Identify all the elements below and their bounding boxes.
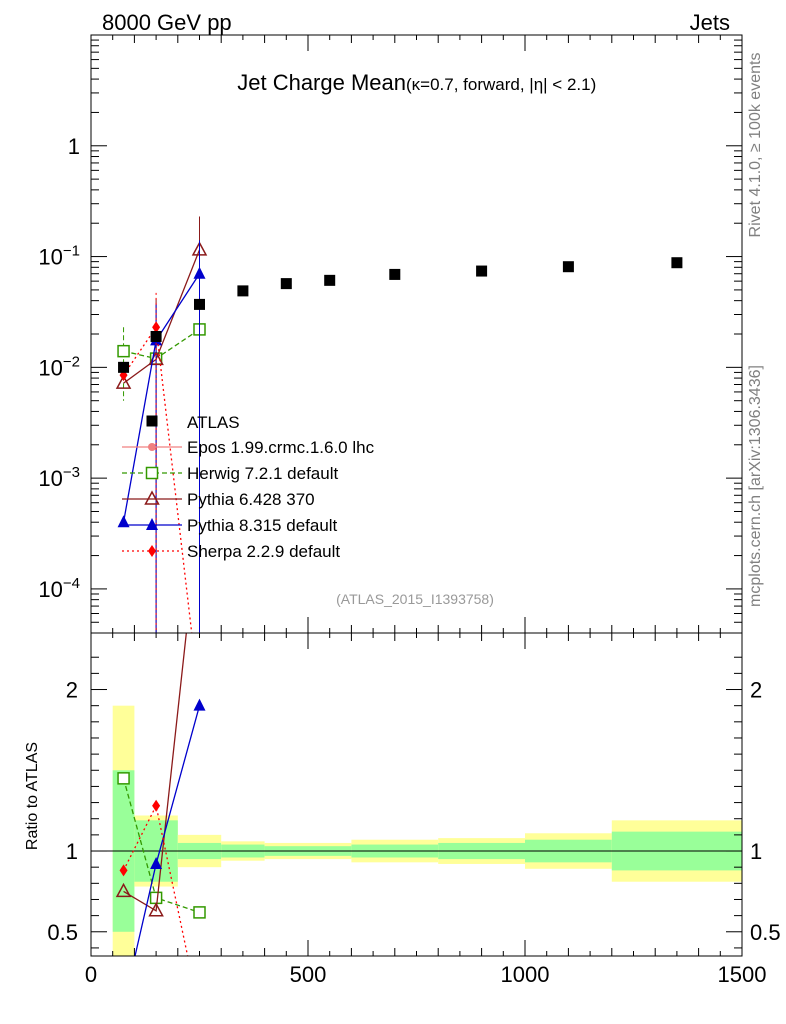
ratio-point — [152, 799, 161, 812]
legend-marker — [146, 518, 158, 530]
y-tick-label: 10−3 — [38, 464, 80, 491]
data-point — [280, 278, 292, 290]
legend-label: ATLAS — [187, 413, 240, 432]
legend-marker — [144, 490, 160, 505]
y-tick-label: 1 — [68, 134, 80, 159]
ratio-point — [193, 906, 206, 919]
data-point — [562, 261, 574, 273]
legend-label: Pythia 6.428 370 — [187, 490, 315, 509]
legend-marker — [148, 545, 156, 557]
ratio-point — [149, 891, 163, 905]
ratio-tick-label-right: 0.5 — [750, 920, 781, 945]
main-panel-series — [115, 216, 683, 633]
rivet-label: Rivet 4.1.0, ≥ 100k events — [747, 53, 764, 238]
ratio-tick-label: 2 — [66, 678, 78, 703]
x-tick-label: 1000 — [501, 962, 550, 987]
analysis-id: (ATLAS_2015_I1393758) — [336, 591, 494, 607]
data-point — [194, 298, 205, 310]
data-point — [237, 285, 249, 297]
legend-marker — [146, 415, 158, 427]
series-layer — [115, 216, 683, 956]
y-tick-label: 10−4 — [38, 575, 80, 602]
ratio-tick-label: 1 — [66, 839, 78, 864]
series-point — [117, 344, 130, 358]
data-point — [150, 330, 162, 342]
series-point — [193, 266, 206, 279]
ratio-tick-label: 0.5 — [47, 920, 78, 945]
header-left: 8000 GeV pp — [102, 10, 232, 35]
ratio-line — [123, 633, 187, 912]
ratio-point — [193, 698, 206, 711]
series-point — [115, 374, 132, 389]
series-point — [117, 515, 130, 528]
series-line — [122, 273, 201, 523]
ratio-point — [115, 882, 132, 898]
y-tick-label: 10−2 — [38, 353, 80, 380]
legend-label: Epos 1.99.crmc.1.6.0 lhc — [187, 438, 375, 457]
ratio-frame — [90, 632, 743, 957]
x-tick-label: 500 — [290, 962, 327, 987]
data-point — [324, 274, 336, 286]
legend-label: Herwig 7.2.1 default — [187, 464, 338, 483]
legend-label: Pythia 8.315 default — [187, 516, 338, 535]
ratio-tick-label-right: 1 — [750, 839, 762, 864]
ratio-y-label: Ratio to ATLAS — [24, 742, 41, 850]
data-point — [671, 257, 683, 269]
chart-title-main: Jet Charge Mean — [237, 70, 406, 95]
header-right: Jets — [690, 10, 730, 35]
data-point — [389, 268, 401, 280]
data-point — [476, 265, 488, 277]
chart-title-sub: (κ=0.7, forward, |η| < 2.1) — [406, 75, 596, 94]
ratio-point — [150, 856, 163, 869]
ratio-point — [148, 902, 164, 917]
legend-label: Sherpa 2.2.9 default — [187, 542, 340, 561]
mcplots-label: mcplots.cern.ch [arXiv:1306.3436] — [747, 365, 764, 607]
legend: ATLAS Epos 1.99.crmc.1.6.0 lhc Herwig 7.2.… — [122, 413, 375, 561]
x-tick-label: 1500 — [718, 962, 767, 987]
ratio-point — [117, 772, 130, 785]
tick-labels: 0 500 1000 1500 1 10−1 10−2 10−3 10−4 0.5 0.5 1 1 2 2 — [38, 134, 780, 987]
ratio-point — [119, 864, 128, 877]
data-point — [118, 361, 130, 373]
legend-marker — [148, 443, 156, 451]
axes-ticks — [90, 35, 743, 956]
series-line — [123, 325, 193, 633]
uncertainty-bands — [91, 705, 742, 956]
series-point — [152, 321, 161, 334]
ratio-tick-label-right: 2 — [750, 678, 762, 703]
ratio-panel-series — [115, 633, 206, 956]
x-tick-label: 0 — [85, 962, 97, 987]
y-tick-label: 10−1 — [38, 243, 80, 270]
legend-marker — [145, 466, 159, 480]
